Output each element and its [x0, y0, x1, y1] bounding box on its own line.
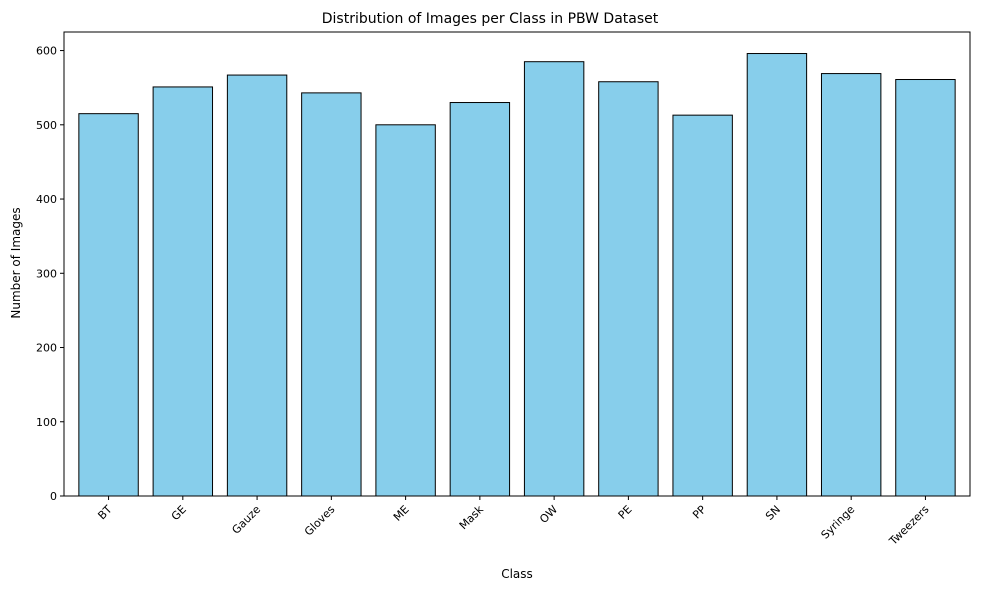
x-axis-label: Class — [501, 567, 533, 581]
bars-group — [78, 53, 956, 497]
bar-syringe — [820, 73, 882, 497]
bar-sn — [746, 53, 808, 497]
y-tick-label: 500 — [36, 119, 57, 132]
x-tick-label: BT — [95, 503, 114, 522]
bar-ge — [152, 86, 214, 497]
bar-ow — [523, 61, 585, 497]
x-tick-label: PE — [616, 503, 635, 522]
bar-gloves — [301, 92, 362, 497]
x-tick-label: Tweezers — [886, 503, 932, 549]
x-tick-label: Gauze — [229, 503, 263, 537]
bar-me — [375, 124, 436, 497]
y-axis-label: Number of Images — [9, 207, 23, 318]
y-tick-label: 600 — [36, 45, 57, 58]
bar-gauze — [226, 74, 288, 497]
x-tick-label: ME — [391, 503, 412, 524]
x-tick-label: Gloves — [302, 503, 338, 539]
x-tick-label: PP — [690, 503, 709, 522]
chart-title: Distribution of Images per Class in PBW … — [322, 11, 659, 27]
y-tick-label: 0 — [50, 490, 57, 503]
x-tick-label: SN — [763, 503, 783, 523]
bar-bt — [78, 113, 139, 497]
x-tick-label: GE — [169, 503, 189, 523]
y-tick-label: 200 — [36, 342, 57, 355]
x-axis-ticks: BT GE Gauze Gloves ME Mask OW PE PP SN Syringe Twee… — [95, 496, 932, 549]
bar-pp — [672, 114, 733, 497]
bar-tweezers — [895, 79, 956, 497]
y-tick-label: 400 — [36, 193, 57, 206]
plot-frame — [63, 31, 971, 497]
y-axis-ticks: 0 100 200 300 400 500 600 — [36, 45, 64, 503]
bar-mask — [449, 102, 511, 497]
y-tick-label: 300 — [36, 267, 57, 280]
bar-pe — [598, 81, 659, 497]
x-tick-label: Syringe — [819, 503, 858, 542]
x-tick-label: Mask — [457, 502, 487, 532]
x-tick-label: OW — [537, 503, 560, 526]
y-tick-label: 100 — [36, 416, 57, 429]
